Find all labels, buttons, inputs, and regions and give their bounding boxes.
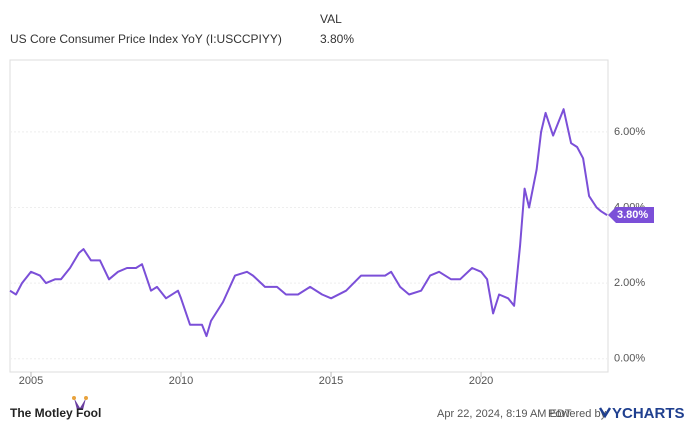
x-tick-label: 2015 [319, 375, 343, 387]
y-tick-label: 6.00% [614, 126, 645, 138]
y-tick-label: 0.00% [614, 353, 645, 365]
plot-frame [9, 59, 609, 373]
source-logo: The Motley Fool [10, 406, 101, 420]
timestamp: Apr 22, 2024, 8:19 AM EDT [437, 408, 572, 420]
x-tick-label: 2020 [469, 375, 493, 387]
logo [72, 396, 88, 410]
brand: YCHARTS [612, 405, 685, 422]
value-flag [608, 207, 654, 224]
x-tick-label: 2005 [19, 375, 43, 387]
legend-value: 3.80% [320, 32, 354, 46]
brand-mark [598, 407, 612, 419]
legend-entry: US Core Consumer Price Index YoY (I:USCC… [10, 32, 282, 46]
y-tick-label: 2.00% [614, 277, 645, 289]
value-header: VAL [320, 12, 342, 26]
x-tick-label: 2010 [169, 375, 193, 387]
value-label: 3.80% [617, 209, 648, 221]
line [9, 108, 608, 338]
powered-by: Powered by [548, 408, 607, 420]
